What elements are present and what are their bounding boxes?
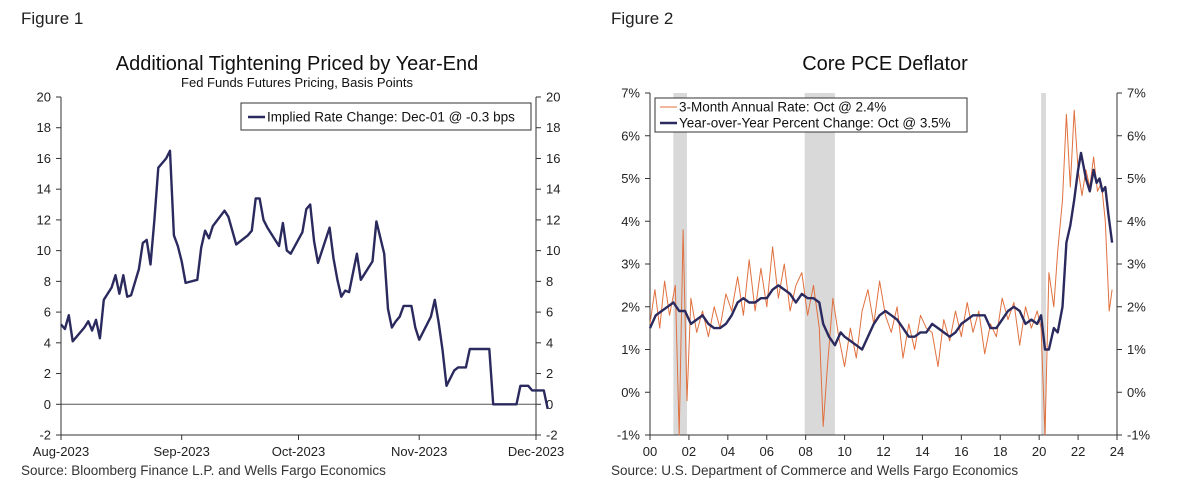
y-tick-label-left: 12 bbox=[37, 212, 51, 227]
y-tick-label-left: 10 bbox=[37, 243, 51, 258]
y-tick-label-left: 6% bbox=[621, 128, 640, 143]
recession-band-1 bbox=[804, 93, 835, 435]
y-tick-label-right: 20 bbox=[546, 90, 560, 105]
y-tick-label-right: 7% bbox=[1127, 86, 1146, 101]
x-tick-label: Aug-2023 bbox=[33, 444, 89, 459]
y-tick-label-left: 20 bbox=[37, 90, 51, 105]
chart-subtitle: Fed Funds Futures Pricing, Basis Points bbox=[181, 75, 413, 90]
y-tick-label-right: 1% bbox=[1127, 342, 1146, 357]
y-tick-label-left: 2 bbox=[44, 366, 51, 381]
x-tick-label: 00 bbox=[643, 444, 657, 459]
y-tick-label-left: 5% bbox=[621, 171, 640, 186]
y-tick-label-right: 5% bbox=[1127, 171, 1146, 186]
y-tick-label-right: -1% bbox=[1127, 428, 1151, 443]
y-tick-label-left: 3% bbox=[621, 257, 640, 272]
y-tick-label-left: 4% bbox=[621, 214, 640, 229]
x-tick-label: 20 bbox=[1032, 444, 1046, 459]
y-tick-label-left: 7% bbox=[621, 86, 640, 101]
y-tick-label-left: -2 bbox=[39, 428, 51, 443]
x-tick-label: 18 bbox=[993, 444, 1007, 459]
x-tick-label: 24 bbox=[1110, 444, 1124, 459]
chart-title: Core PCE Deflator bbox=[802, 53, 968, 75]
y-tick-label-left: 18 bbox=[37, 120, 51, 135]
x-tick-label: 04 bbox=[721, 444, 735, 459]
chart-title: Additional Tightening Priced by Year-End bbox=[116, 53, 478, 75]
x-tick-label: 08 bbox=[798, 444, 812, 459]
y-tick-label-right: 10 bbox=[546, 243, 560, 258]
x-tick-label: Nov-2023 bbox=[391, 444, 447, 459]
y-tick-label-right: 6 bbox=[546, 305, 553, 320]
y-tick-label-left: 0 bbox=[44, 397, 51, 412]
y-tick-label-right: 2 bbox=[546, 366, 553, 381]
y-tick-label-left: 16 bbox=[37, 151, 51, 166]
y-tick-label-right: 14 bbox=[546, 182, 560, 197]
legend-box bbox=[654, 97, 968, 133]
y-tick-label-left: 8 bbox=[44, 274, 51, 289]
figure-1-label: Figure 1 bbox=[21, 9, 84, 28]
y-tick-label-right: 12 bbox=[546, 212, 560, 227]
x-tick-label: 22 bbox=[1071, 444, 1085, 459]
y-tick-label-right: 6% bbox=[1127, 128, 1146, 143]
x-tick-label: Sep-2023 bbox=[154, 444, 210, 459]
legend-entry: 3-Month Annual Rate: Oct @ 2.4% bbox=[679, 100, 886, 115]
x-tick-label: 12 bbox=[876, 444, 890, 459]
y-tick-label-right: 2% bbox=[1127, 299, 1146, 314]
y-tick-label-left: 14 bbox=[37, 182, 51, 197]
x-tick-label: 16 bbox=[954, 444, 968, 459]
y-tick-label-right: 18 bbox=[546, 120, 560, 135]
legend-box bbox=[240, 102, 532, 131]
series-line-1 bbox=[648, 151, 1114, 351]
legend-entry: Year-over-Year Percent Change: Oct @ 3.5… bbox=[679, 116, 951, 131]
y-tick-label-right: 16 bbox=[546, 151, 560, 166]
x-tick-label: 10 bbox=[837, 444, 851, 459]
y-tick-label-left: 0% bbox=[621, 385, 640, 400]
y-tick-label-right: 3% bbox=[1127, 257, 1146, 272]
x-tick-label: Oct-2023 bbox=[272, 444, 325, 459]
y-tick-label-right: 0 bbox=[546, 397, 553, 412]
y-tick-label-right: 8 bbox=[546, 274, 553, 289]
y-tick-label-left: -1% bbox=[617, 428, 641, 443]
x-tick-label: 02 bbox=[682, 444, 696, 459]
y-tick-label-right: 4% bbox=[1127, 214, 1146, 229]
y-tick-label-right: 0% bbox=[1127, 385, 1146, 400]
x-tick-label: 06 bbox=[760, 444, 774, 459]
figure-1-source: Source: Bloomberg Finance L.P. and Wells… bbox=[21, 463, 386, 478]
y-tick-label-left: 6 bbox=[44, 305, 51, 320]
y-tick-label-right: 4 bbox=[546, 335, 553, 350]
y-tick-label-right: -2 bbox=[546, 428, 558, 443]
chart-1: Additional Tightening Priced by Year-End… bbox=[33, 53, 564, 459]
y-tick-label-left: 4 bbox=[44, 335, 51, 350]
figure-2-label: Figure 2 bbox=[611, 9, 674, 28]
x-tick-label: 14 bbox=[915, 444, 929, 459]
series-line-0 bbox=[60, 149, 549, 410]
y-tick-label-left: 2% bbox=[621, 299, 640, 314]
recession-band-2 bbox=[1041, 93, 1046, 435]
legend-entry: Implied Rate Change: Dec-01 @ -0.3 bps bbox=[267, 110, 515, 125]
x-tick-label: Dec-2023 bbox=[508, 444, 564, 459]
figure-2-source: Source: U.S. Department of Commerce and … bbox=[611, 463, 1019, 478]
y-tick-label-left: 1% bbox=[621, 342, 640, 357]
